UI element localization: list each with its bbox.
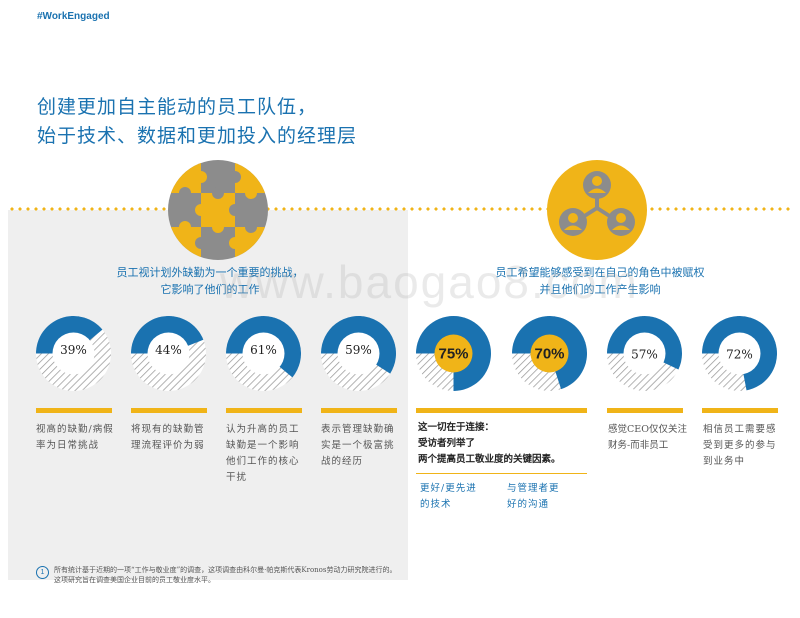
puzzle-icon bbox=[168, 160, 268, 260]
donut-chart: 70% bbox=[512, 316, 587, 391]
caption-line: 视高的缺勤/病假 bbox=[36, 424, 114, 435]
donut-chart: 57% bbox=[607, 316, 682, 391]
caption-line: 缺勤是一个影响 bbox=[226, 440, 300, 451]
people-network-icon bbox=[547, 160, 647, 260]
caption-line: 财务-而非员工 bbox=[608, 440, 669, 451]
donut-right-2: 70% bbox=[512, 316, 587, 395]
donut-center bbox=[623, 332, 666, 375]
donut-chart bbox=[226, 316, 301, 391]
page-title-line-2: 始于技术、数据和更加投入的经理层 bbox=[37, 125, 358, 147]
stat-caption-right-4: 相信员工需要感 受到更多的参与 到业务中 bbox=[703, 422, 793, 470]
donut-chart: 72% bbox=[702, 316, 777, 391]
donut-chart bbox=[36, 316, 111, 391]
donut-left-3: 61% bbox=[226, 316, 301, 395]
donut-center bbox=[530, 334, 569, 373]
factor-2: 与管理者更 好的沟通 bbox=[507, 481, 587, 513]
caption-line: 受访者列举了 bbox=[418, 438, 476, 449]
watermark: www.baogao8.com bbox=[220, 256, 639, 308]
stat-bar bbox=[607, 408, 683, 413]
dotted-divider bbox=[8, 207, 792, 211]
stat-caption-left-4: 表示管理缺勤确 实是一个极富挑 战的经历 bbox=[321, 422, 407, 470]
stat-caption-left-1: 视高的缺勤/病假 率为日常挑战 bbox=[36, 422, 122, 454]
donut-center bbox=[718, 332, 761, 375]
donut-chart: 75% bbox=[416, 316, 491, 391]
donut-left-1: 39% bbox=[36, 316, 111, 395]
caption-line: 干扰 bbox=[226, 472, 248, 483]
page-title-line-1: 创建更加自主能动的员工队伍， bbox=[37, 96, 318, 118]
donut-chart bbox=[131, 316, 206, 391]
donut-right-4: 72% bbox=[702, 316, 777, 395]
donut-right-1: 75% bbox=[416, 316, 491, 395]
stat-bar bbox=[36, 408, 112, 413]
caption-line: 将现有的缺勤管 bbox=[131, 424, 205, 435]
footnote-marker: 1 bbox=[36, 566, 49, 579]
caption-line: 的技术 bbox=[420, 499, 452, 510]
donut-value: 39% bbox=[60, 343, 87, 357]
donut-left-2: 44% bbox=[131, 316, 206, 395]
donut-center bbox=[147, 332, 190, 375]
donut-value: 75% bbox=[438, 346, 468, 363]
hashtag-label: #WorkEngaged bbox=[37, 11, 110, 22]
caption-line: 实是一个极富挑 bbox=[321, 440, 395, 451]
caption-line: 更好/更先进 bbox=[420, 483, 477, 494]
donut-center bbox=[52, 332, 95, 375]
caption-line: 感觉CEO仅仅关注 bbox=[608, 424, 687, 435]
donut-center bbox=[242, 332, 285, 375]
caption-line: 与管理者更 bbox=[507, 483, 560, 494]
caption-line: 认为升高的员工 bbox=[226, 424, 300, 435]
footnote-text: 所有统计基于近期的一项“工作与敬业度”的调查，这项调查由科尔曼·帕克斯代表Kro… bbox=[54, 565, 614, 585]
right-panel-heading-line-1: 员工希望能够感受到在自己的角色中被赋权 bbox=[495, 266, 705, 279]
footnote-line: 这项研究旨在调查美国企业目前的员工敬业度水平。 bbox=[54, 576, 215, 584]
stat-caption-left-2: 将现有的缺勤管 理流程评价为弱 bbox=[131, 422, 217, 454]
caption-line: 战的经历 bbox=[321, 456, 364, 467]
donut-center bbox=[337, 332, 380, 375]
caption-line: 受到更多的参与 bbox=[703, 440, 777, 451]
stat-bar-wide bbox=[416, 408, 587, 413]
caption-line: 两个提高员工敬业度的关键因素。 bbox=[418, 454, 561, 465]
caption-line: 相信员工需要感 bbox=[703, 424, 777, 435]
right-panel-heading-line-2: 并且他们的工作产生影响 bbox=[539, 283, 661, 296]
donut-right-3: 57% bbox=[607, 316, 682, 395]
donut-chart bbox=[321, 316, 396, 391]
stat-caption-right-3: 感觉CEO仅仅关注 财务-而非员工 bbox=[608, 422, 698, 454]
donut-value: 70% bbox=[534, 346, 564, 363]
donut-left-4: 59% bbox=[321, 316, 396, 395]
donut-value: 44% bbox=[155, 343, 182, 357]
footnote-line: 所有统计基于近期的一项“工作与敬业度”的调查，这项调查由科尔曼·帕克斯代表Kro… bbox=[54, 566, 397, 574]
left-panel-heading-line-2: 它影响了他们的工作 bbox=[160, 283, 260, 296]
stat-bar bbox=[702, 408, 778, 413]
caption-line: 表示管理缺勤确 bbox=[321, 424, 395, 435]
donut-value: 72% bbox=[726, 348, 753, 362]
left-panel-heading-line-1: 员工视计划外缺勤为一个重要的挑战， bbox=[116, 266, 304, 279]
caption-line: 这一切在于连接： bbox=[418, 422, 495, 433]
caption-line: 好的沟通 bbox=[507, 499, 550, 510]
factor-1: 更好/更先进 的技术 bbox=[420, 481, 500, 513]
stat-bar bbox=[131, 408, 207, 413]
stat-bar bbox=[226, 408, 302, 413]
caption-line: 他们工作的核心 bbox=[226, 456, 300, 467]
connection-caption: 这一切在于连接： 受访者列举了 两个提高员工敬业度的关键因素。 bbox=[418, 420, 598, 468]
stat-caption-left-3: 认为升高的员工 缺勤是一个影响 他们工作的核心 干扰 bbox=[226, 422, 312, 486]
caption-line: 率为日常挑战 bbox=[36, 440, 100, 451]
stat-bar bbox=[321, 408, 397, 413]
donut-value: 57% bbox=[631, 348, 658, 362]
factor-divider bbox=[416, 473, 587, 474]
caption-line: 到业务中 bbox=[703, 456, 746, 467]
left-panel-background bbox=[8, 210, 408, 580]
donut-center bbox=[434, 334, 473, 373]
donut-value: 61% bbox=[250, 343, 277, 357]
donut-value: 59% bbox=[345, 343, 372, 357]
caption-line: 理流程评价为弱 bbox=[131, 440, 205, 451]
